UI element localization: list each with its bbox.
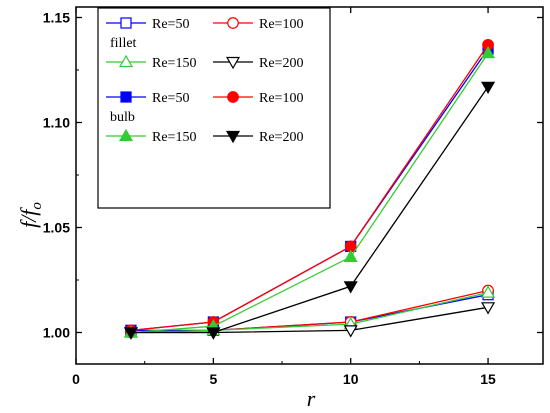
legend-swatch-marker [227, 91, 239, 103]
legend-swatch-marker [118, 128, 134, 142]
series-fillet-re150 [123, 285, 496, 338]
legend-swatch-marker [118, 54, 134, 68]
x-tick-label: 10 [343, 371, 359, 387]
series-layer [123, 38, 496, 340]
y-tick-label: 1.00 [43, 325, 70, 341]
legend-item: Re=200 [213, 130, 303, 145]
series-line [130, 291, 489, 334]
data-point [481, 45, 496, 59]
legend-label: Re=100 [259, 17, 303, 32]
data-point [123, 327, 138, 340]
data-point [343, 325, 358, 338]
legend-item: Re=50 [106, 91, 189, 106]
plot-frame [75, 6, 544, 365]
data-point [481, 285, 496, 298]
legend-label: Re=100 [259, 91, 303, 106]
y-axis-label-sub: o [29, 202, 45, 210]
legend-item: Re=100 [213, 91, 303, 106]
axes: 0 5 10 15 1.00 1.05 1.10 1.15 [43, 6, 544, 387]
data-point [343, 249, 358, 262]
y-axis-label: f/fo [16, 202, 45, 228]
legend-swatch-marker [227, 17, 239, 29]
legend-label: Re=50 [152, 17, 189, 32]
legend-item: Re=50 [106, 17, 189, 32]
legend-label: Re=150 [152, 130, 196, 145]
legend-swatch-marker [225, 130, 241, 144]
series-bulb-re200 [123, 81, 496, 340]
legend-item: Re=150 [106, 128, 196, 145]
legend-item: Re=200 [213, 56, 303, 71]
series-line [130, 44, 489, 332]
x-tick-label: 5 [209, 371, 217, 387]
legend-swatch-marker [225, 56, 241, 70]
legend-label: Re=50 [152, 91, 189, 106]
legend-item: Re=100 [213, 17, 303, 32]
data-point [206, 327, 221, 340]
legend-swatch-marker [120, 17, 132, 29]
legend-box [97, 7, 331, 209]
data-point [343, 281, 358, 294]
legend-label: Re=200 [259, 130, 303, 145]
x-tick-label: 15 [480, 371, 496, 387]
data-point [481, 81, 496, 95]
legend-label: Re=200 [259, 56, 303, 71]
data-point [481, 302, 496, 315]
y-tick-label: 1.05 [43, 220, 70, 236]
y-tick-label: 1.15 [43, 10, 70, 26]
x-axis-label: r [307, 386, 316, 411]
legend-item: Re=150 [106, 54, 196, 71]
series-line [130, 86, 489, 334]
svg-text:f/fo: f/fo [16, 202, 45, 228]
legend-label: Re=150 [152, 56, 196, 71]
x-tick-label: 0 [72, 371, 80, 387]
legend-group-title-bulb: bulb [110, 110, 135, 125]
legend: fillet Re=50 Re=100 Re=150 Re=200 bulb Re=50 Re… [97, 7, 331, 209]
y-tick-label: 1.10 [43, 115, 70, 131]
y-axis-label-main: f/f [16, 207, 41, 228]
legend-swatch-marker [120, 91, 132, 103]
legend-group-title-fillet: fillet [110, 36, 137, 51]
series-line [130, 52, 489, 334]
